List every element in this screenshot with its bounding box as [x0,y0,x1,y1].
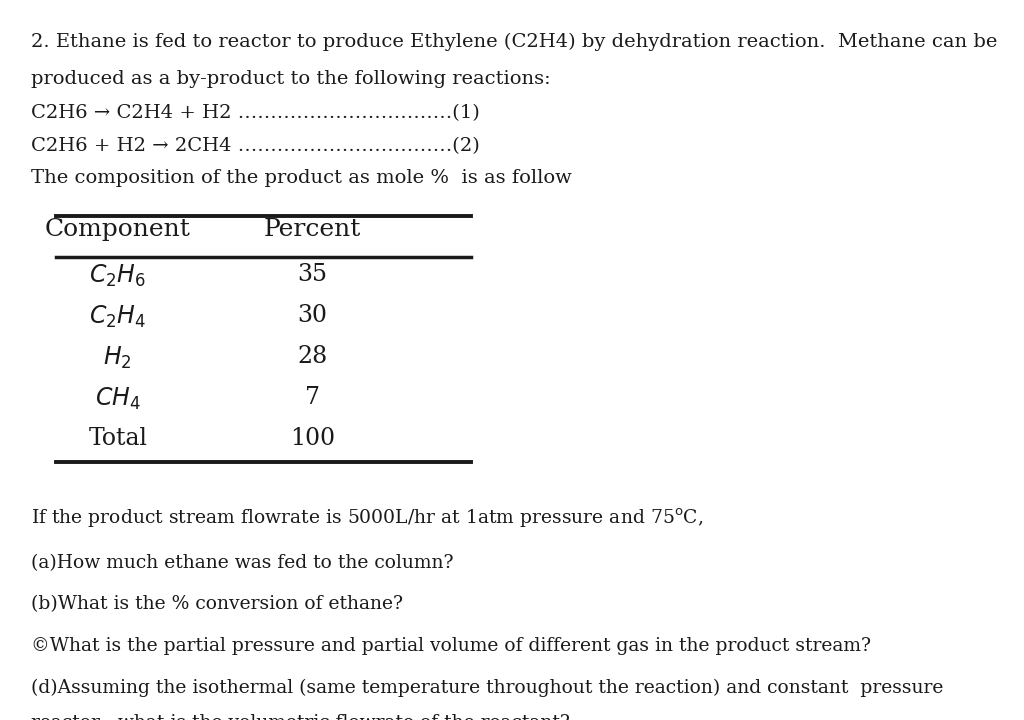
Text: produced as a by-product to the following reactions:: produced as a by-product to the followin… [31,70,550,88]
Text: 28: 28 [297,345,328,368]
Text: Total: Total [88,427,147,450]
Text: 2. Ethane is fed to reactor to produce Ethylene (C2H4) by dehydration reaction. : 2. Ethane is fed to reactor to produce E… [31,32,997,50]
Text: 30: 30 [297,304,328,327]
Text: $C_2H_6$: $C_2H_6$ [89,263,146,289]
Text: reactor , what is the volumetric flowrate of the reactant?: reactor , what is the volumetric flowrat… [31,714,569,720]
Text: $H_2$: $H_2$ [103,345,132,371]
Text: C2H6 + H2 → 2CH4 ……………………………(2): C2H6 + H2 → 2CH4 ……………………………(2) [31,137,479,155]
Text: The composition of the product as mole %  is as follow: The composition of the product as mole %… [31,169,571,187]
Text: Component: Component [45,218,190,241]
Text: C2H6 → C2H4 + H2 ……………………………(1): C2H6 → C2H4 + H2 ……………………………(1) [31,104,479,122]
Text: (b)What is the % conversion of ethane?: (b)What is the % conversion of ethane? [31,595,402,613]
Text: 7: 7 [305,386,319,409]
Text: If the product stream flowrate is 5000L/hr at 1atm pressure and 75$^{\mathrm{o}}: If the product stream flowrate is 5000L/… [31,507,703,531]
Text: $C_2H_4$: $C_2H_4$ [89,304,146,330]
Text: ©What is the partial pressure and partial volume of different gas in the product: ©What is the partial pressure and partia… [31,637,870,655]
Text: Percent: Percent [263,218,361,241]
Text: 35: 35 [297,263,328,286]
Text: 100: 100 [290,427,335,450]
Text: $CH_4$: $CH_4$ [95,386,140,412]
Text: (d)Assuming the isothermal (same temperature throughout the reaction) and consta: (d)Assuming the isothermal (same tempera… [31,679,943,697]
Text: (a)How much ethane was fed to the column?: (a)How much ethane was fed to the column… [31,554,454,572]
